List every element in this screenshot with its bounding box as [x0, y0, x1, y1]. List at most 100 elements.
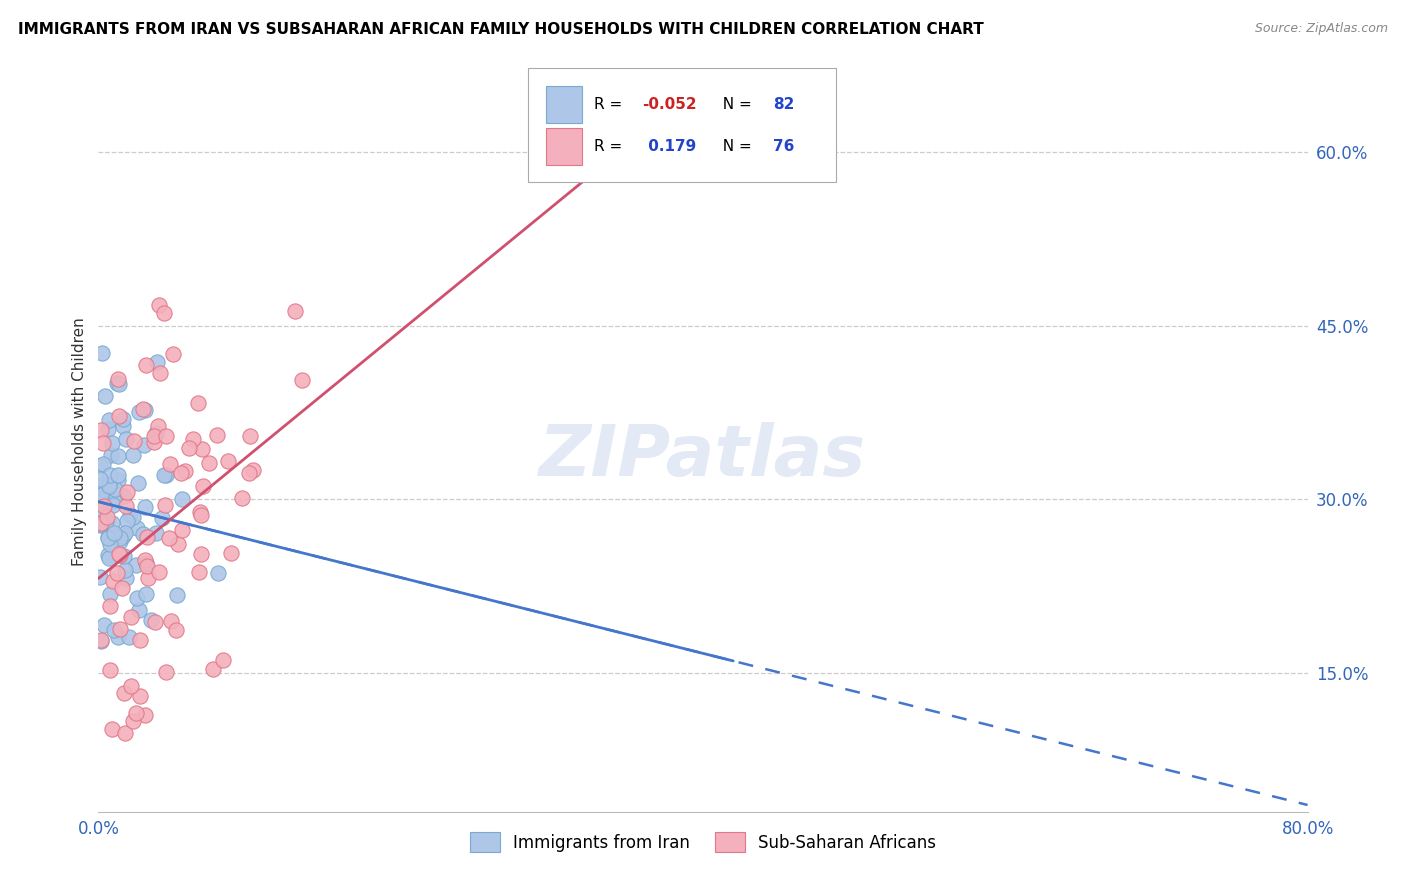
Point: [101, 574, 124, 589]
Point: [150, 511, 173, 525]
Point: [98, 468, 121, 483]
Point: [127, 475, 149, 490]
Text: IMMIGRANTS FROM IRAN VS SUBSAHARAN AFRICAN FAMILY HOUSEHOLDS WITH CHILDREN CORRE: IMMIGRANTS FROM IRAN VS SUBSAHARAN AFRIC…: [18, 22, 984, 37]
Point: [146, 355, 169, 369]
Point: [121, 448, 143, 462]
Point: [91, 493, 114, 508]
FancyBboxPatch shape: [527, 68, 837, 183]
Point: [96, 514, 118, 528]
Point: [170, 466, 193, 480]
Point: [136, 572, 159, 586]
Point: [90, 488, 112, 502]
Point: [97, 422, 120, 436]
Point: [142, 434, 165, 449]
Point: [238, 466, 260, 480]
Point: [145, 526, 167, 541]
Point: [155, 468, 177, 483]
Point: [134, 403, 156, 417]
Point: [166, 588, 188, 602]
Point: [90, 634, 112, 648]
Point: [101, 722, 124, 736]
Point: [122, 434, 145, 448]
Point: [89, 516, 111, 531]
Point: [107, 630, 129, 644]
Point: [97, 530, 120, 544]
Point: [114, 526, 136, 541]
Point: [167, 537, 190, 551]
Point: [90, 480, 112, 494]
Point: [146, 419, 169, 434]
Point: [242, 463, 264, 477]
Point: [125, 706, 148, 720]
Point: [153, 306, 176, 320]
Point: [107, 372, 129, 386]
Point: [90, 633, 112, 648]
Point: [101, 498, 124, 512]
Point: [193, 478, 215, 492]
Point: [207, 566, 229, 581]
Point: [91, 477, 114, 491]
Text: -0.052: -0.052: [643, 97, 697, 112]
Point: [136, 559, 159, 574]
Text: 76: 76: [773, 139, 794, 154]
Point: [125, 558, 148, 572]
Point: [108, 533, 131, 548]
Point: [190, 508, 212, 522]
Point: [152, 468, 174, 483]
Point: [115, 485, 138, 500]
Point: [160, 615, 183, 629]
Point: [93, 482, 115, 496]
Point: [108, 622, 131, 636]
Point: [89, 458, 111, 473]
Point: [90, 346, 112, 360]
Point: [134, 707, 156, 722]
Point: [129, 689, 152, 703]
Point: [120, 610, 142, 624]
Point: [132, 401, 155, 416]
Point: [111, 411, 134, 425]
Point: [128, 405, 150, 419]
Point: [141, 613, 163, 627]
Point: [98, 537, 121, 551]
Point: [125, 591, 148, 605]
Point: [207, 428, 229, 442]
Point: [135, 587, 157, 601]
Point: [190, 547, 212, 561]
Point: [114, 563, 136, 577]
Point: [177, 441, 200, 455]
Point: [148, 565, 170, 579]
Point: [129, 632, 152, 647]
Point: [105, 376, 128, 391]
Point: [211, 653, 233, 667]
Point: [118, 508, 141, 523]
Point: [114, 499, 136, 513]
FancyBboxPatch shape: [546, 87, 582, 123]
Point: [89, 518, 111, 533]
Point: [93, 503, 115, 517]
Point: [132, 527, 155, 541]
FancyBboxPatch shape: [546, 128, 582, 165]
Point: [172, 524, 194, 538]
Point: [155, 498, 177, 512]
Point: [90, 516, 112, 530]
Point: [162, 347, 184, 361]
Point: [187, 395, 209, 409]
Point: [191, 442, 214, 456]
Point: [107, 409, 129, 424]
Point: [127, 521, 149, 535]
Point: [107, 473, 129, 487]
Point: [97, 531, 120, 545]
Point: [94, 389, 117, 403]
Point: [100, 449, 122, 463]
Point: [90, 423, 112, 437]
Point: [217, 454, 239, 468]
Point: [103, 494, 125, 508]
Point: [134, 500, 156, 514]
Point: [165, 624, 187, 638]
Point: [108, 548, 131, 562]
Point: [115, 514, 138, 528]
Point: [112, 489, 135, 503]
Point: [112, 418, 135, 433]
Point: [122, 510, 145, 524]
Point: [202, 662, 225, 676]
